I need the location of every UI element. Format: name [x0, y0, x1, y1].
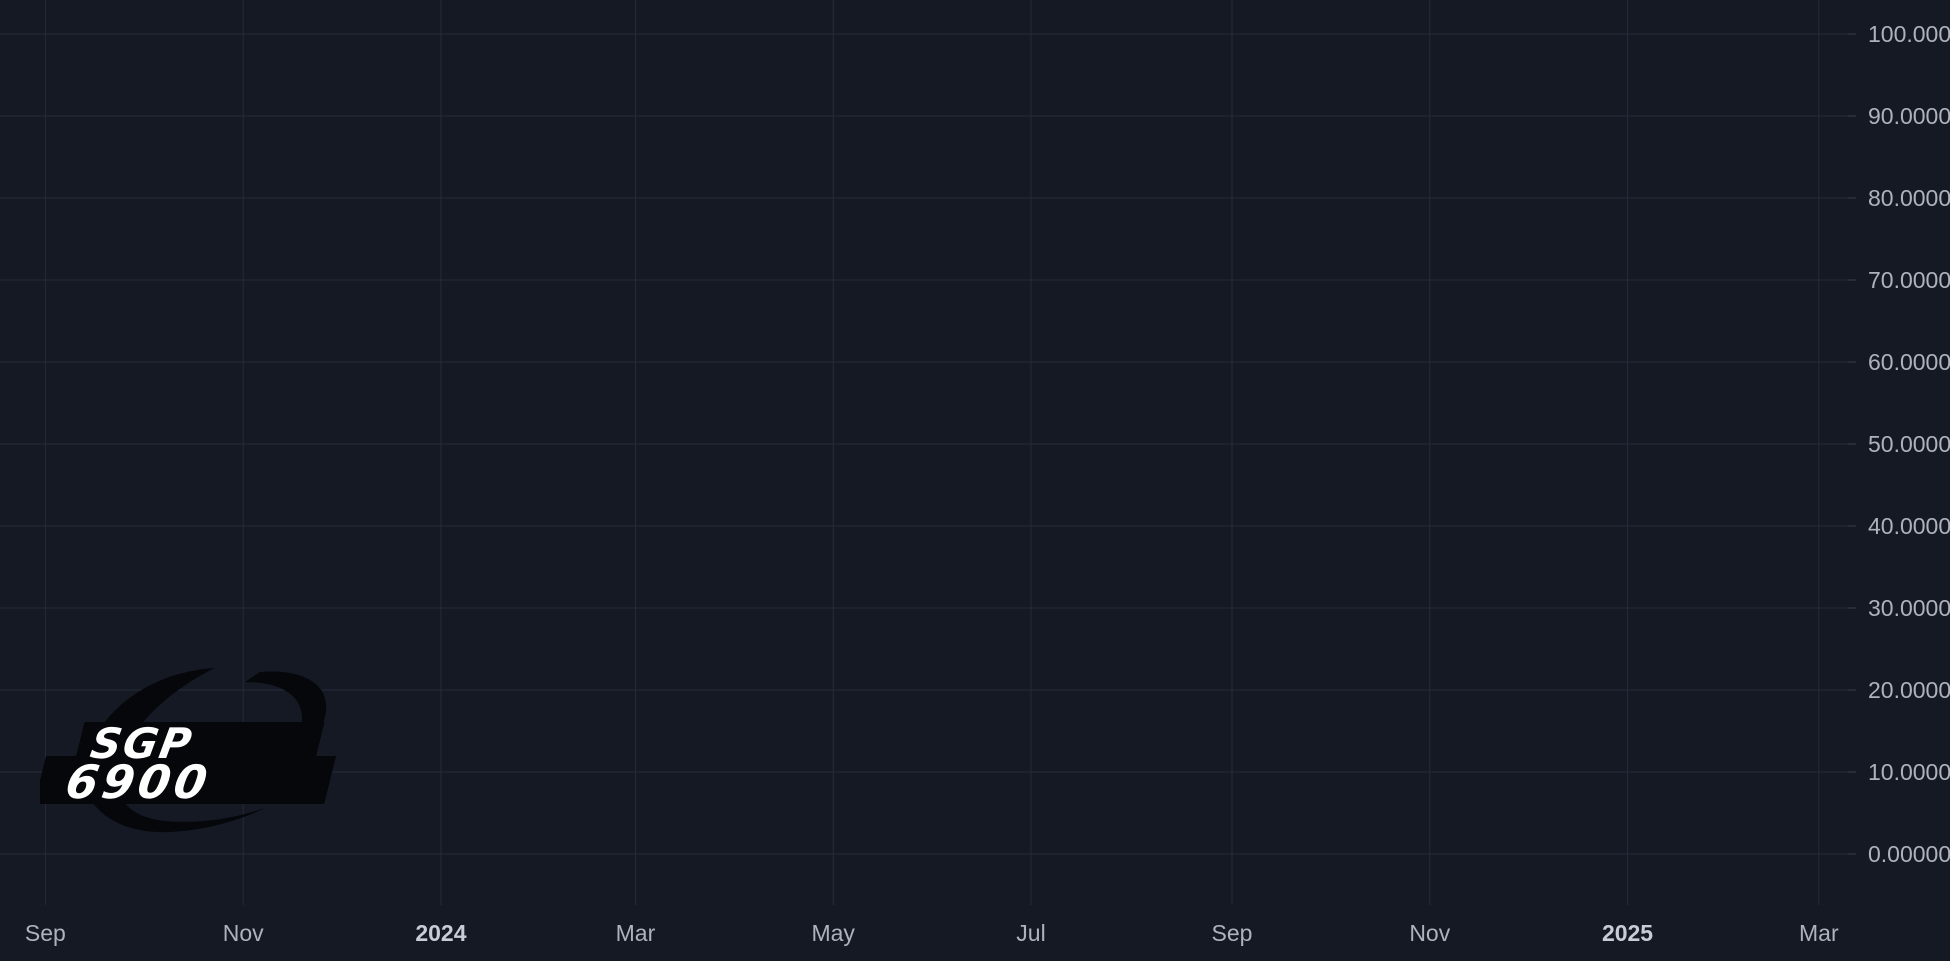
price-axis[interactable]: 100.000 90.0000 80.0000 70.0000 60.0000 50.00… — [1848, 21, 1950, 867]
x-tick-label: 2025 — [1602, 920, 1653, 946]
y-tick-label: 20.0000 — [1868, 677, 1950, 703]
y-tick-label: 90.0000 — [1868, 103, 1950, 129]
x-tick-label: Sep — [1212, 920, 1253, 946]
x-tick-label: Jul — [1016, 920, 1045, 946]
sgp6900-logo-icon: SGP 6900 — [40, 668, 337, 833]
x-tick-label: Nov — [1409, 920, 1450, 946]
y-tick-label: 10.0000 — [1868, 759, 1950, 785]
x-tick-label: Nov — [223, 920, 264, 946]
x-tick-label: 2024 — [415, 920, 466, 946]
grid-layer — [0, 0, 1848, 905]
x-tick-label: Mar — [616, 920, 656, 946]
y-tick-label: 60.0000 — [1868, 349, 1950, 375]
logo-line1: SGP — [87, 719, 197, 768]
y-tick-label: 40.0000 — [1868, 513, 1950, 539]
x-tick-label: Sep — [25, 920, 66, 946]
x-tick-label: Mar — [1799, 920, 1839, 946]
y-tick-label: 50.0000 — [1868, 431, 1950, 457]
x-tick-label: May — [811, 920, 855, 946]
y-tick-label: 30.0000 — [1868, 595, 1950, 621]
y-tick-label: 100.000 — [1868, 21, 1950, 47]
y-tick-label: 0.00000 — [1868, 841, 1950, 867]
logo-line2: 6900 — [62, 755, 215, 809]
y-tick-label: 80.0000 — [1868, 185, 1950, 211]
time-axis[interactable]: Sep Nov 2024 Mar May Jul Sep Nov 2025 Mar — [25, 920, 1839, 946]
y-tick-label: 70.0000 — [1868, 267, 1950, 293]
